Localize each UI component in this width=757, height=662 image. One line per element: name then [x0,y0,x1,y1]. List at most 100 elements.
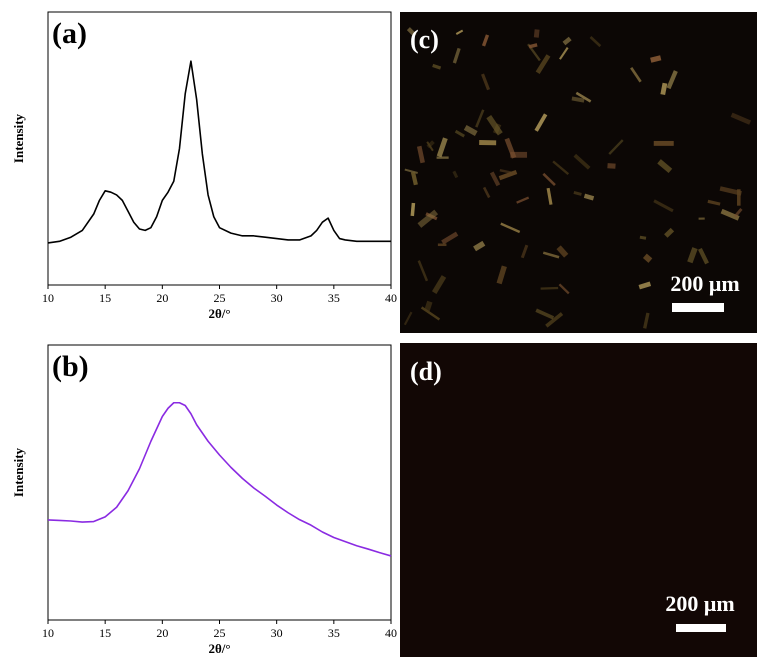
crystal [664,227,675,238]
crystal [504,137,517,159]
crystal [562,36,572,46]
crystal [498,169,518,181]
crystal [475,109,485,128]
crystal [552,160,570,176]
crystal [424,300,433,312]
crystal [482,186,491,199]
crystal [733,207,743,218]
x-axis-label: 2θ/° [208,306,230,321]
x-tick-label: 25 [214,291,226,305]
x-tick-label: 30 [271,291,283,305]
crystal [417,260,429,282]
crystal [436,137,448,158]
plot-frame [47,11,392,286]
crystal [489,171,501,187]
crystal [534,113,548,132]
panel-label: (b) [52,350,89,383]
crystal [437,243,447,247]
crystal [687,247,698,264]
crystal [403,311,413,326]
crystal [666,70,678,90]
crystal [535,308,555,320]
crystal [454,129,465,138]
crystal [520,244,529,259]
y-axis-label: Intensity [11,113,26,163]
crystal [559,47,569,60]
crystal [533,29,540,38]
crystal [545,312,564,328]
crystal [463,124,478,136]
crystal [657,159,673,173]
crystal [607,163,616,169]
crystal [737,189,741,206]
crystal [516,196,530,204]
scale-bar [676,624,726,632]
x-tick-label: 35 [328,626,340,640]
crystal [481,73,491,91]
crystal [573,153,591,170]
x-tick-label: 15 [99,291,111,305]
x-tick-label: 15 [99,626,111,640]
crystal [535,54,551,74]
crystal [473,240,486,252]
crystal [417,209,439,228]
crystal [698,217,705,220]
crystal [608,139,624,155]
panel-label: (c) [410,25,439,54]
crystal [546,187,553,205]
crystal [571,96,585,103]
crystal [719,186,742,196]
crystal [583,193,595,201]
crystal [455,29,464,35]
scale-bar-label: 200 μm [670,271,739,296]
crystal [528,43,538,49]
crystal [410,202,416,217]
crystal [542,251,560,259]
crystal [573,191,582,196]
crystal [589,36,602,48]
x-tick-label: 20 [156,291,168,305]
crystal [499,168,512,174]
crystal [441,231,459,245]
micrograph-c [400,12,757,333]
x-axis-label: 2θ/° [208,641,230,656]
crystal [481,34,490,47]
scale-bar-label: 200 μm [665,591,734,616]
x-tick-label: 25 [214,626,226,640]
x-tick-label: 40 [385,626,397,640]
crystal [730,112,752,125]
crystal [479,140,497,146]
crystal [575,91,592,103]
plot-frame [47,344,392,621]
crystal [432,63,442,70]
crystal [410,171,418,186]
crystal [406,27,417,37]
crystal [642,253,653,263]
crystal [510,151,528,158]
panel-label: (d) [410,357,442,386]
crystal [653,199,674,213]
y-axis-label: Intensity [11,447,26,497]
crystal [643,312,650,329]
x-tick-label: 35 [328,291,340,305]
panel-label: (a) [52,17,87,50]
crystal [452,47,461,64]
crystal [698,247,709,265]
crystal [630,67,642,83]
x-tick-label: 20 [156,626,168,640]
crystal [426,141,434,152]
crystal [496,265,507,285]
crystal [650,55,662,63]
crystal [653,140,674,146]
crystal [431,275,447,294]
crystal [436,156,449,159]
x-tick-label: 10 [42,291,54,305]
crystal [540,286,559,290]
crystal [486,115,503,136]
crystal [556,245,569,258]
crystal [720,208,740,221]
x-tick-label: 10 [42,626,54,640]
crystal [639,235,647,240]
crystal [707,199,721,206]
